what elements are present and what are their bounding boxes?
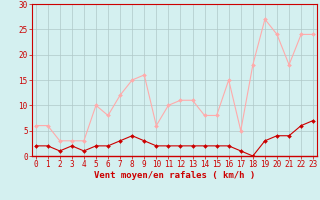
X-axis label: Vent moyen/en rafales ( km/h ): Vent moyen/en rafales ( km/h ) xyxy=(94,171,255,180)
